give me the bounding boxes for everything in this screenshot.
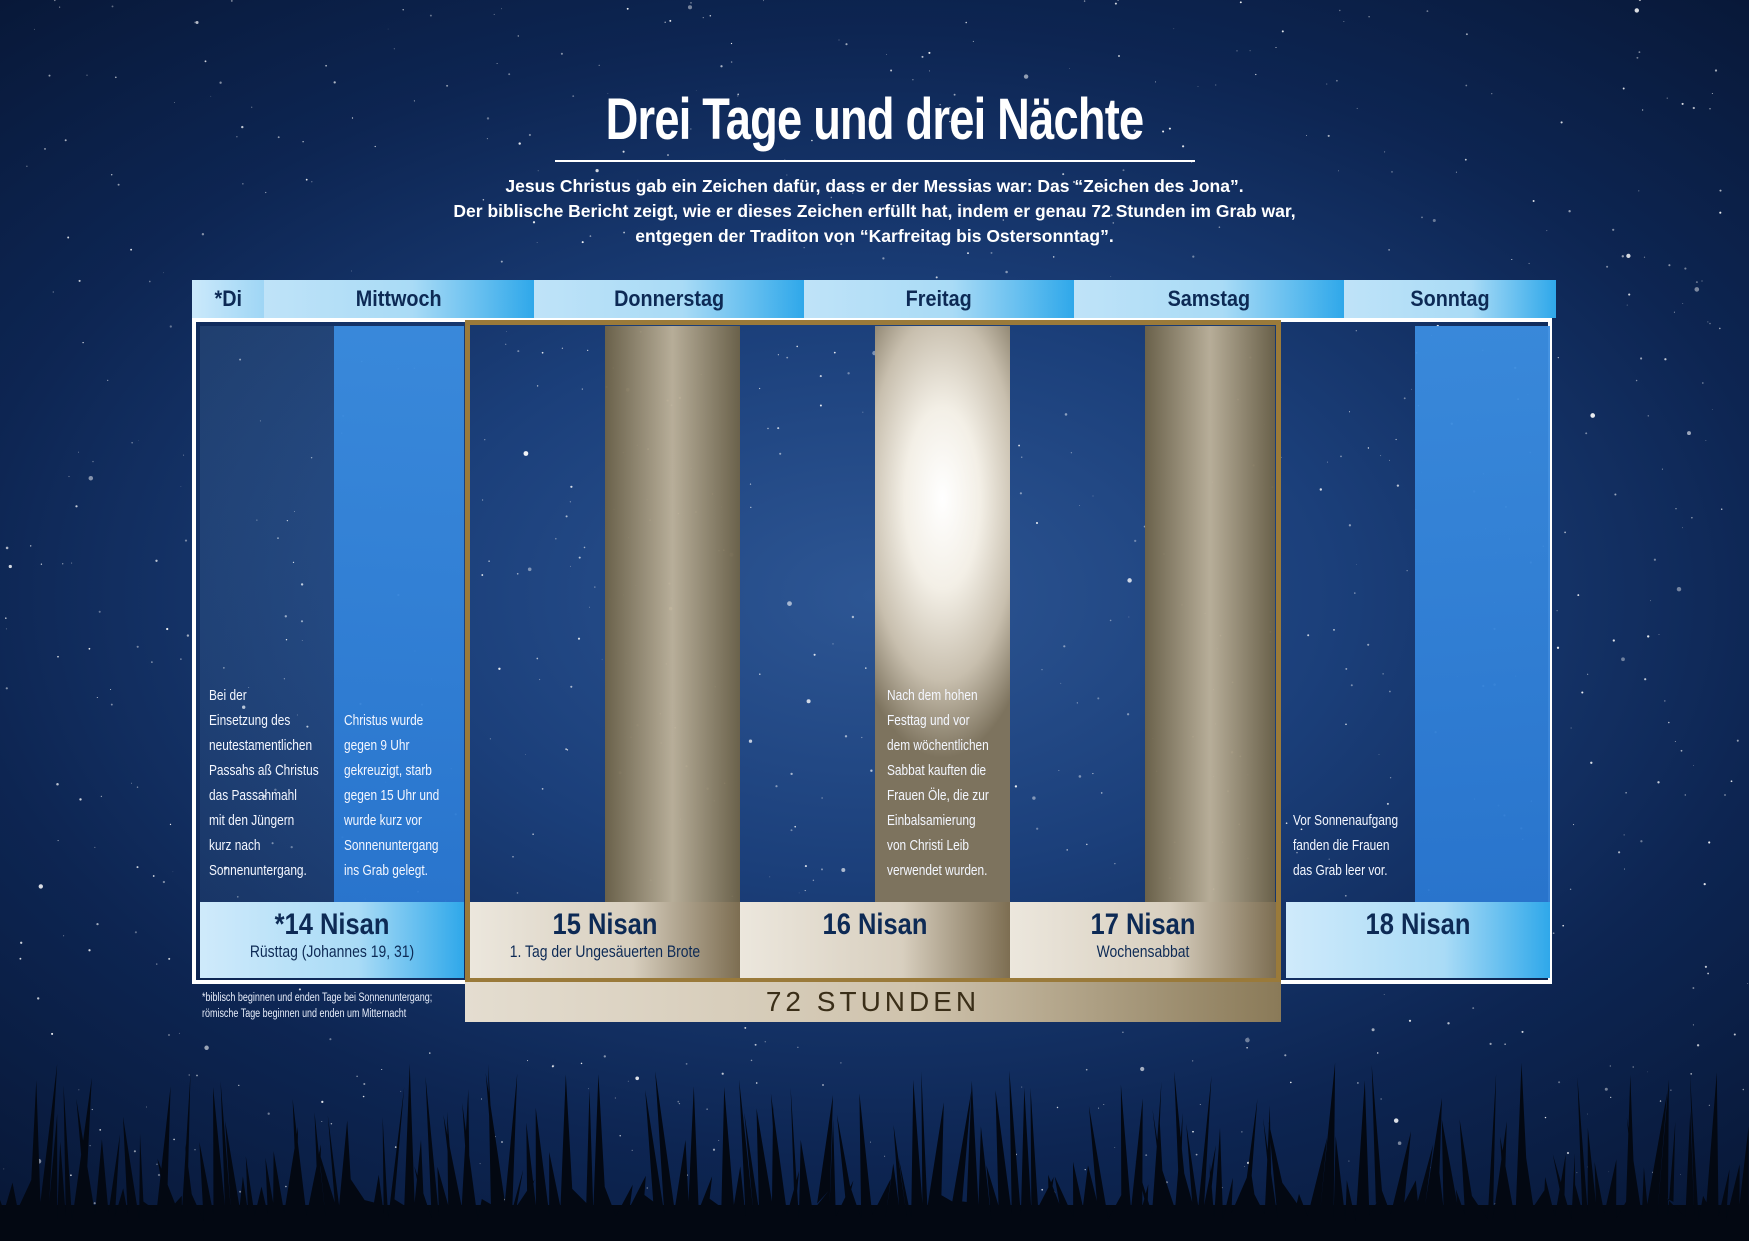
date-sublabel: Wochensabbat — [1096, 942, 1190, 961]
day-header-wednesday: Mittwoch — [264, 280, 534, 318]
note-line: neutestamentlichen — [209, 738, 313, 754]
date-cell-15-nisan: 15 Nisan 1. Tag der Ungesäuerten Brote — [470, 902, 740, 978]
day-header-saturday: Samstag — [1074, 280, 1344, 318]
day-header-sunday: Sonntag — [1344, 280, 1556, 318]
day-header-thursday: Donnerstag — [534, 280, 804, 318]
72-hours-frame — [465, 320, 1281, 982]
grass-silhouette — [0, 1062, 1749, 1241]
day-label: Freitag — [905, 286, 973, 311]
date-cell-18-nisan: 18 Nisan — [1286, 902, 1550, 978]
note-line: Sonnenuntergang. — [209, 863, 307, 879]
date-sublabel: 1. Tag der Ungesäuerten Brote — [509, 942, 701, 961]
note-line: Passahs aß Christus — [209, 763, 319, 779]
date-label: 16 Nisan — [822, 908, 928, 941]
note-line: das Grab leer vor. — [1293, 863, 1388, 879]
note-line: Einbalsamierung — [887, 813, 976, 829]
note-line: Nach dem hohen — [887, 688, 978, 704]
day-label: Samstag — [1167, 286, 1251, 311]
title-underline — [555, 160, 1195, 162]
day-label: Mittwoch — [356, 286, 442, 311]
day-label: Donnerstag — [613, 286, 725, 311]
date-label: *14 Nisan — [274, 908, 390, 941]
note-line: gegen 15 Uhr und — [344, 788, 440, 804]
thursday-day-column — [605, 326, 740, 902]
page-title: Drei Tage und drei Nächte — [605, 87, 1145, 152]
subtitle: Jesus Christus gab ein Zeichen dafür, da… — [250, 174, 1499, 249]
note-line: Sonnenuntergang — [344, 838, 439, 854]
tuesday-note: Bei der Einsetzung des neutestamentliche… — [209, 684, 319, 884]
note-line: fanden die Frauen — [1293, 838, 1390, 854]
subtitle-line: Der biblische Bericht zeigt, wie er dies… — [453, 201, 1296, 221]
subtitle-line: entgegen der Traditon von “Karfreitag bi… — [635, 226, 1114, 246]
note-line: Frauen Öle, die zur — [887, 788, 989, 804]
wednesday-note: Christus wurde gegen 9 Uhr gekreuzigt, s… — [344, 709, 439, 884]
date-cell-16-nisan: 16 Nisan — [740, 902, 1010, 978]
note-line: das Passahmahl — [209, 788, 297, 804]
date-label: 17 Nisan — [1090, 908, 1196, 941]
date-label: 18 Nisan — [1365, 908, 1471, 941]
tuesday-night-column — [200, 326, 334, 902]
note-line: mit den Jüngern — [209, 813, 295, 829]
note-line: Christus wurde — [344, 713, 424, 729]
wednesday-day-column — [334, 326, 464, 902]
footnote-line: *biblisch beginnen und enden Tage bei So… — [202, 992, 433, 1004]
date-label: 15 Nisan — [552, 908, 658, 941]
note-line: gegen 9 Uhr — [344, 738, 410, 754]
note-line: Sabbat kauften die — [887, 763, 987, 779]
friday-note: Nach dem hohen Festtag und vor dem wöche… — [887, 684, 989, 884]
date-sublabel: Rüsttag (Johannes 19, 31) — [249, 942, 415, 961]
note-line: dem wöchentlichen — [887, 738, 989, 754]
date-cell-14-nisan: *14 Nisan Rüsttag (Johannes 19, 31) — [200, 902, 464, 978]
duration-bar: 72 STUNDEN — [465, 982, 1281, 1022]
date-cell-17-nisan: 17 Nisan Wochensabbat — [1010, 902, 1276, 978]
subtitle-line: Jesus Christus gab ein Zeichen dafür, da… — [505, 176, 1244, 196]
sunday-day-column — [1415, 326, 1550, 902]
friday-day-column — [875, 326, 1010, 902]
day-label: *Di — [214, 286, 242, 311]
day-header-tuesday: *Di — [192, 280, 264, 318]
note-line: Vor Sonnenaufgang — [1293, 813, 1399, 829]
day-label: Sonntag — [1410, 286, 1490, 311]
sunday-note: Vor Sonnenaufgang fanden die Frauen das … — [1293, 809, 1398, 884]
note-line: verwendet wurden. — [887, 863, 988, 879]
note-line: Einsetzung des — [209, 713, 291, 729]
note-line: Festtag und vor — [887, 713, 970, 729]
note-line: von Christi Leib — [887, 838, 969, 854]
footnote: *biblisch beginnen und enden Tage bei So… — [202, 990, 432, 1022]
note-line: kurz nach — [209, 838, 261, 854]
footnote-line: römische Tage beginnen und enden um Mitt… — [202, 1008, 407, 1020]
day-header-friday: Freitag — [804, 280, 1074, 318]
note-line: wurde kurz vor — [344, 813, 422, 829]
duration-label: 72 STUNDEN — [765, 986, 981, 1017]
saturday-day-column — [1145, 326, 1275, 902]
note-line: Bei der — [209, 688, 247, 704]
note-line: gekreuzigt, starb — [344, 763, 432, 779]
note-line: ins Grab gelegt. — [344, 863, 428, 879]
